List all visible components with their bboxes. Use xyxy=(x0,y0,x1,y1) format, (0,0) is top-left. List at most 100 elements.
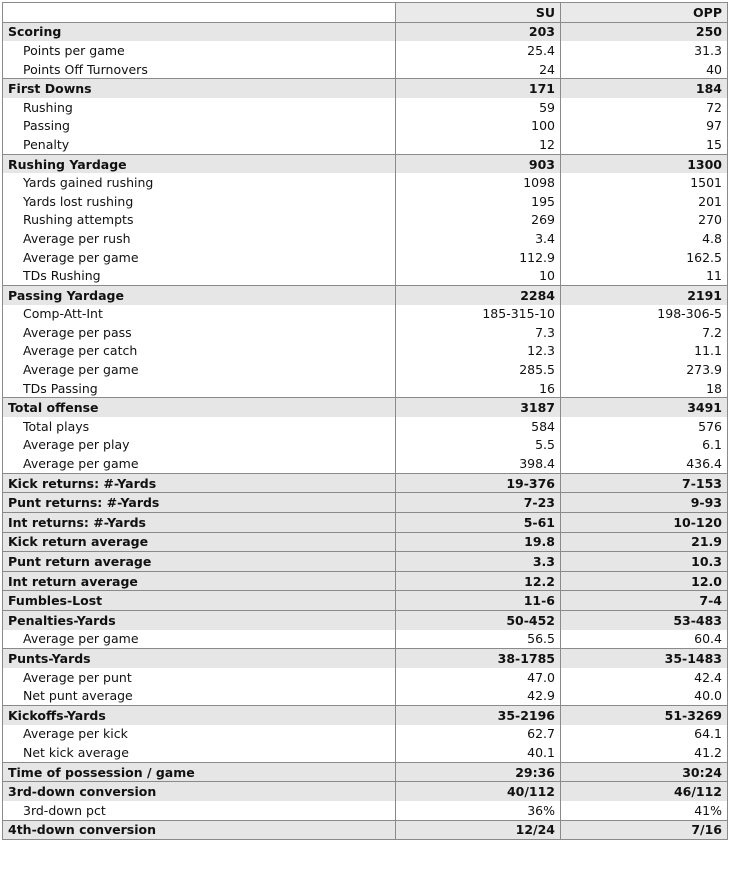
item-row: TDs Rushing 10 11 xyxy=(2,266,728,286)
su-value: 3.4 xyxy=(395,229,561,248)
su-value: 19.8 xyxy=(395,531,561,552)
item-row: Rushing 59 72 xyxy=(2,97,728,117)
item-row: Average per game 56.5 60.4 xyxy=(2,629,728,649)
su-value: 398.4 xyxy=(395,454,561,474)
row-label: Average per rush xyxy=(2,229,396,248)
su-value: 100 xyxy=(395,116,561,136)
su-value: 269 xyxy=(395,210,561,230)
opp-value: 436.4 xyxy=(560,454,728,474)
stats-table: SU OPP Scoring 203 250 Points per game 25.4 3… xyxy=(2,2,728,841)
opp-value: 41.2 xyxy=(560,743,728,763)
section-row: Punts-Yards 38-1785 35-1483 xyxy=(2,648,728,668)
item-row: 3rd-down pct 36% 41% xyxy=(2,800,728,821)
section-row: Kick return average 19.8 21.9 xyxy=(2,531,728,552)
opp-value: 162.5 xyxy=(560,247,728,267)
su-value: 36% xyxy=(395,800,561,821)
header-row: SU OPP xyxy=(2,2,728,23)
su-value: 56.5 xyxy=(395,629,561,649)
row-label: Average per punt xyxy=(2,667,396,687)
su-value: 59 xyxy=(395,97,561,117)
opp-value: 11.1 xyxy=(560,341,728,361)
section-row: Passing Yardage 2284 2191 xyxy=(2,284,728,305)
item-row: Total plays 584 576 xyxy=(2,417,728,436)
table-body: Scoring 203 250 Points per game 25.4 31.3 Poin… xyxy=(2,21,728,841)
su-value: 7-23 xyxy=(395,492,561,513)
su-value: 2284 xyxy=(395,284,561,305)
su-value: 185-315-10 xyxy=(395,304,561,324)
section-row: Penalties-Yards 50-452 53-483 xyxy=(2,609,728,630)
section-row: Fumbles-Lost 11-6 7-4 xyxy=(2,590,728,611)
row-label: Points Off Turnovers xyxy=(2,59,396,79)
su-value: 12/24 xyxy=(395,819,561,841)
item-row: Yards lost rushing 195 201 xyxy=(2,191,728,211)
item-row: Average per game 285.5 273.9 xyxy=(2,360,728,379)
opp-value: 53-483 xyxy=(560,609,728,630)
opp-value: 97 xyxy=(560,116,728,136)
item-row: TDs Passing 16 18 xyxy=(2,378,728,398)
item-row: Yards gained rushing 1098 1501 xyxy=(2,173,728,192)
su-value: 203 xyxy=(395,21,561,42)
su-value: 5.5 xyxy=(395,435,561,455)
opp-value: 60.4 xyxy=(560,629,728,649)
opp-value: 7-4 xyxy=(560,590,728,611)
section-row: Kick returns: #-Yards 19-376 7-153 xyxy=(2,472,728,493)
row-label: Rushing xyxy=(2,97,396,117)
row-label: Scoring xyxy=(2,21,396,42)
row-label: 3rd-down pct xyxy=(2,800,396,821)
su-value: 29:36 xyxy=(395,761,561,782)
opp-value: 4.8 xyxy=(560,229,728,248)
su-value: 50-452 xyxy=(395,609,561,630)
item-row: Average per play 5.5 6.1 xyxy=(2,435,728,455)
row-label: Time of possession / game xyxy=(2,761,396,782)
su-value: 42.9 xyxy=(395,686,561,706)
row-label: Average per game xyxy=(2,360,396,379)
section-row: Kickoffs-Yards 35-2196 51-3269 xyxy=(2,704,728,725)
row-label: Int returns: #-Yards xyxy=(2,512,396,533)
su-value: 19-376 xyxy=(395,472,561,493)
opp-value: 72 xyxy=(560,97,728,117)
opp-value: 15 xyxy=(560,135,728,155)
header-blank xyxy=(2,2,396,23)
row-label: Int return average xyxy=(2,570,396,591)
opp-value: 9-93 xyxy=(560,492,728,513)
row-label: Average per game xyxy=(2,629,396,649)
row-label: First Downs xyxy=(2,78,396,98)
su-value: 12 xyxy=(395,135,561,155)
section-row: Time of possession / game 29:36 30:24 xyxy=(2,761,728,782)
row-label: Fumbles-Lost xyxy=(2,590,396,611)
su-value: 7.3 xyxy=(395,323,561,342)
su-value: 40/112 xyxy=(395,781,561,801)
item-row: Average per game 112.9 162.5 xyxy=(2,247,728,267)
row-label: Total offense xyxy=(2,397,396,418)
opp-value: 41% xyxy=(560,800,728,821)
row-label: Average per pass xyxy=(2,323,396,342)
row-label: TDs Rushing xyxy=(2,266,396,286)
row-label: Passing Yardage xyxy=(2,284,396,305)
item-row: Average per catch 12.3 11.1 xyxy=(2,341,728,361)
section-row: Int return average 12.2 12.0 xyxy=(2,570,728,591)
row-label: Kickoffs-Yards xyxy=(2,704,396,725)
row-label: Points per game xyxy=(2,41,396,60)
column-header: OPP xyxy=(560,2,728,23)
opp-value: 46/112 xyxy=(560,781,728,801)
row-label: Average per game xyxy=(2,247,396,267)
item-row: Average per rush 3.4 4.8 xyxy=(2,229,728,248)
opp-value: 198-306-5 xyxy=(560,304,728,324)
section-row: Punt returns: #-Yards 7-23 9-93 xyxy=(2,492,728,513)
opp-value: 2191 xyxy=(560,284,728,305)
row-label: 3rd-down conversion xyxy=(2,781,396,801)
row-label: Rushing attempts xyxy=(2,210,396,230)
su-value: 62.7 xyxy=(395,724,561,744)
su-value: 40.1 xyxy=(395,743,561,763)
opp-value: 7-153 xyxy=(560,472,728,493)
item-row: Net punt average 42.9 40.0 xyxy=(2,686,728,706)
opp-value: 64.1 xyxy=(560,724,728,744)
row-label: Net kick average xyxy=(2,743,396,763)
section-row: Rushing Yardage 903 1300 xyxy=(2,153,728,174)
su-value: 3187 xyxy=(395,397,561,418)
column-header: SU xyxy=(395,2,561,23)
su-value: 195 xyxy=(395,191,561,211)
row-label: Average per catch xyxy=(2,341,396,361)
row-label: Net punt average xyxy=(2,686,396,706)
opp-value: 7.2 xyxy=(560,323,728,342)
